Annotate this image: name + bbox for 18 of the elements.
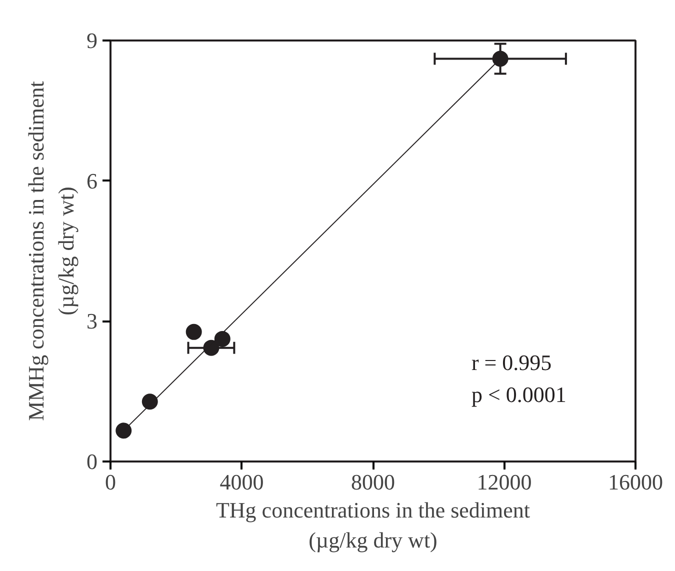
y-tick-label: 3: [86, 308, 98, 334]
point: [214, 330, 230, 347]
x-tick-label: 0: [105, 470, 116, 494]
point: [142, 394, 158, 410]
x-tick-label: 12000: [476, 470, 532, 494]
annotation: p < 0.0001: [471, 382, 566, 407]
x-tick-label: 8000: [351, 470, 395, 494]
x-tick-label: 16000: [608, 470, 663, 494]
point: [492, 50, 508, 67]
y-axis-title: MMHg concentrations in the sediment (µg/kg dry wt): [24, 81, 78, 421]
y-tick-label: 6: [86, 168, 98, 194]
point: [186, 324, 202, 340]
y-tick-label: 9: [86, 28, 98, 53]
y-tick-label: 0: [86, 449, 98, 474]
x-axis-title: THg concentrations in the sediment (µg/kg dry wt): [216, 498, 530, 552]
annotation: r = 0.995: [471, 350, 552, 375]
point: [116, 422, 132, 439]
x-tick-label: 4000: [220, 470, 264, 494]
